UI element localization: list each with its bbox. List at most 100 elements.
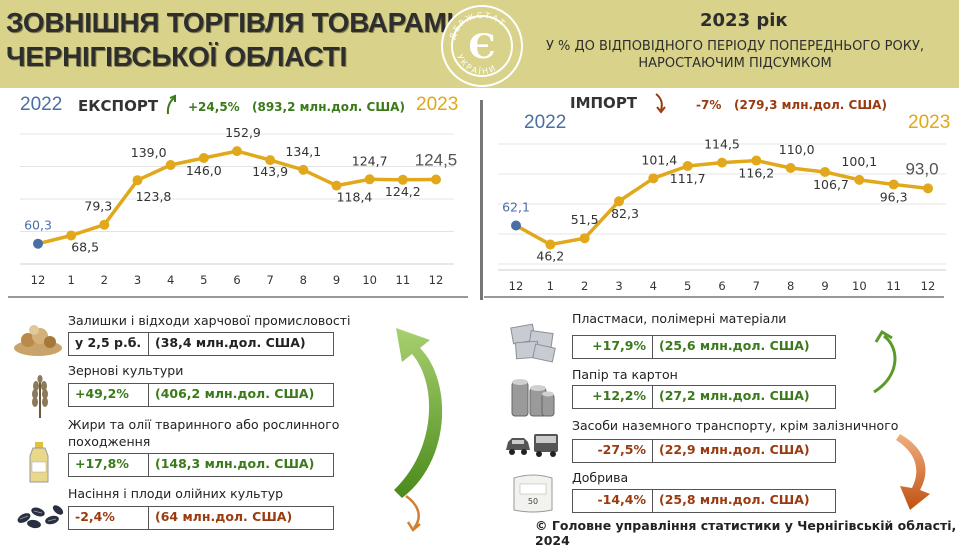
import-point — [579, 233, 590, 244]
import-data-label: 96,3 — [880, 189, 908, 204]
export-data-label: 139,0 — [131, 145, 167, 160]
import-point — [785, 163, 796, 173]
footer-copyright: © Головне управління статистики у Черніг… — [535, 518, 957, 548]
export-year-start: 2022 — [20, 94, 63, 115]
import-product-amount-1: (25,6 млн.дол. США) — [659, 338, 810, 353]
derzhstat-logo-icon: ДЕРЖСТАТ УКРАЇНИ Є — [441, 5, 523, 87]
import-x-tick-label: 10 — [852, 279, 867, 293]
export-data-label: 60,3 — [24, 218, 52, 233]
export-point — [265, 155, 276, 166]
import-product-pct-2: +12,2% — [573, 386, 653, 408]
import-x-tick-label: 2 — [581, 279, 588, 293]
export-small-down-arrow-icon — [405, 494, 421, 532]
export-product-name-2: Зернові культури — [68, 363, 184, 378]
import-data-label: 101,4 — [641, 152, 677, 167]
import-amount: (279,3 млн.дол. США) — [734, 98, 887, 112]
import-product-box-2: +12,2% (27,2 млн.дол. США) — [572, 385, 836, 409]
import-series-line — [515, 158, 929, 247]
import-product-name-1: Пластмаси, полімерні матеріали — [572, 311, 787, 326]
export-data-label: 146,0 — [186, 163, 222, 178]
page-title: ЗОВНІШНЯ ТОРГІВЛЯ ТОВАРАМИ ЧЕРНІГІВСЬКОЇ… — [6, 7, 467, 72]
import-data-label: 62,1 — [502, 199, 530, 214]
import-bottom-divider — [484, 296, 944, 298]
import-x-tick-label: 12 — [921, 279, 936, 293]
export-point — [99, 219, 110, 230]
export-point — [364, 174, 375, 185]
import-point — [648, 173, 659, 184]
export-product-amount-2: (406,2 млн.дол. США) — [155, 386, 315, 401]
export-product-name-3: Жири та олії тваринного або рослинного п… — [68, 417, 340, 449]
import-point — [820, 166, 830, 177]
year-title: 2023 рік — [700, 10, 788, 31]
import-x-tick-label: 4 — [650, 279, 657, 293]
import-product-amount-3: (22,9 млн.дол. США) — [659, 442, 810, 457]
import-point — [751, 155, 762, 166]
export-point — [298, 164, 309, 175]
car-bus-icon — [506, 434, 558, 457]
export-data-label: 79,3 — [84, 199, 112, 214]
export-point — [431, 174, 441, 185]
export-x-tick-label: 11 — [396, 273, 411, 287]
import-data-label: 116,2 — [738, 166, 774, 181]
food-waste-icon — [14, 325, 62, 356]
import-x-tick-label: 8 — [787, 279, 794, 293]
svg-text:Є: Є — [468, 27, 495, 67]
export-product-pct-2: +49,2% — [69, 384, 149, 406]
import-x-tick-label: 12 — [509, 279, 524, 293]
export-data-label: 118,4 — [337, 190, 373, 205]
export-product-box-4: -2,4% (64 млн.дол. США) — [68, 506, 334, 530]
import-point — [511, 220, 521, 231]
import-x-tick-label: 3 — [615, 279, 622, 293]
export-year-end: 2023 — [416, 94, 459, 115]
export-x-tick-label: 10 — [362, 273, 377, 287]
import-point — [888, 179, 899, 190]
svg-text:50: 50 — [528, 497, 538, 506]
import-product-pct-1: +17,9% — [573, 336, 653, 358]
vertical-divider — [480, 100, 483, 300]
export-x-tick-label: 7 — [267, 273, 274, 287]
import-plot: 62,1 12 46,2 1 51,5 2 82,3 3 101,4 4 111,7 5 114,5 6 1… — [498, 137, 946, 293]
import-data-label: 111,7 — [670, 171, 706, 186]
import-data-label: 110,0 — [779, 142, 815, 157]
export-chart: 2022 ЕКСПОРТ +24,5% (893,2 млн.дол. США)… — [0, 88, 478, 298]
import-x-tick-label: 5 — [684, 279, 691, 293]
export-data-label: 124,2 — [385, 184, 421, 199]
export-x-tick-label: 12 — [31, 273, 46, 287]
import-point — [854, 174, 865, 185]
import-data-label: 100,1 — [841, 154, 877, 169]
import-point — [923, 183, 933, 194]
export-x-tick-label: 5 — [200, 273, 207, 287]
export-data-label: 124,7 — [352, 153, 388, 168]
export-product-box-3: +17,8% (148,3 млн.дол. США) — [68, 453, 334, 477]
import-x-tick-label: 11 — [886, 279, 901, 293]
export-x-tick-label: 3 — [134, 273, 141, 287]
import-data-label: 46,2 — [536, 249, 564, 264]
import-chart: ІМПОРТ -7% (279,3 млн.дол. США) 2022 202… — [484, 88, 959, 298]
export-product-pct-1: у 2,5 р.б. — [69, 333, 149, 355]
export-x-tick-label: 1 — [68, 273, 75, 287]
import-x-tick-label: 9 — [821, 279, 828, 293]
import-point — [545, 239, 556, 250]
export-product-pct-4: -2,4% — [69, 507, 149, 529]
export-plot: 60,3 12 68,5 1 79,3 2 123,8 3 139,0 4 146,0 5 152,9 6… — [20, 125, 457, 287]
export-change: +24,5% — [188, 100, 240, 114]
header-banner: ЗОВНІШНЯ ТОРГІВЛЯ ТОВАРАМИ ЧЕРНІГІВСЬКОЇ… — [0, 0, 959, 88]
export-x-tick-label: 8 — [300, 273, 307, 287]
import-product-name-3: Засоби наземного транспорту, крім залізн… — [572, 418, 899, 433]
import-product-amount-2: (27,2 млн.дол. США) — [659, 388, 810, 403]
export-product-name-1: Залишки і відходи харчової промисловості — [68, 313, 351, 328]
export-product-box-1: у 2,5 р.б. (38,4 млн.дол. США) — [68, 332, 334, 356]
export-point — [132, 175, 143, 186]
export-data-label: 68,5 — [71, 240, 99, 255]
import-product-pct-4: -14,4% — [573, 490, 653, 512]
export-data-label: 152,9 — [225, 125, 261, 140]
export-data-label: 134,1 — [285, 144, 321, 159]
export-data-label: 143,9 — [252, 164, 288, 179]
paper-rolls-icon — [511, 379, 555, 417]
export-product-amount-1: (38,4 млн.дол. США) — [155, 335, 306, 350]
export-point — [198, 153, 209, 163]
export-product-name-4: Насіння і плоди олійних культур — [68, 486, 284, 501]
export-point — [331, 180, 342, 191]
export-point — [165, 160, 176, 170]
export-point — [397, 174, 408, 185]
